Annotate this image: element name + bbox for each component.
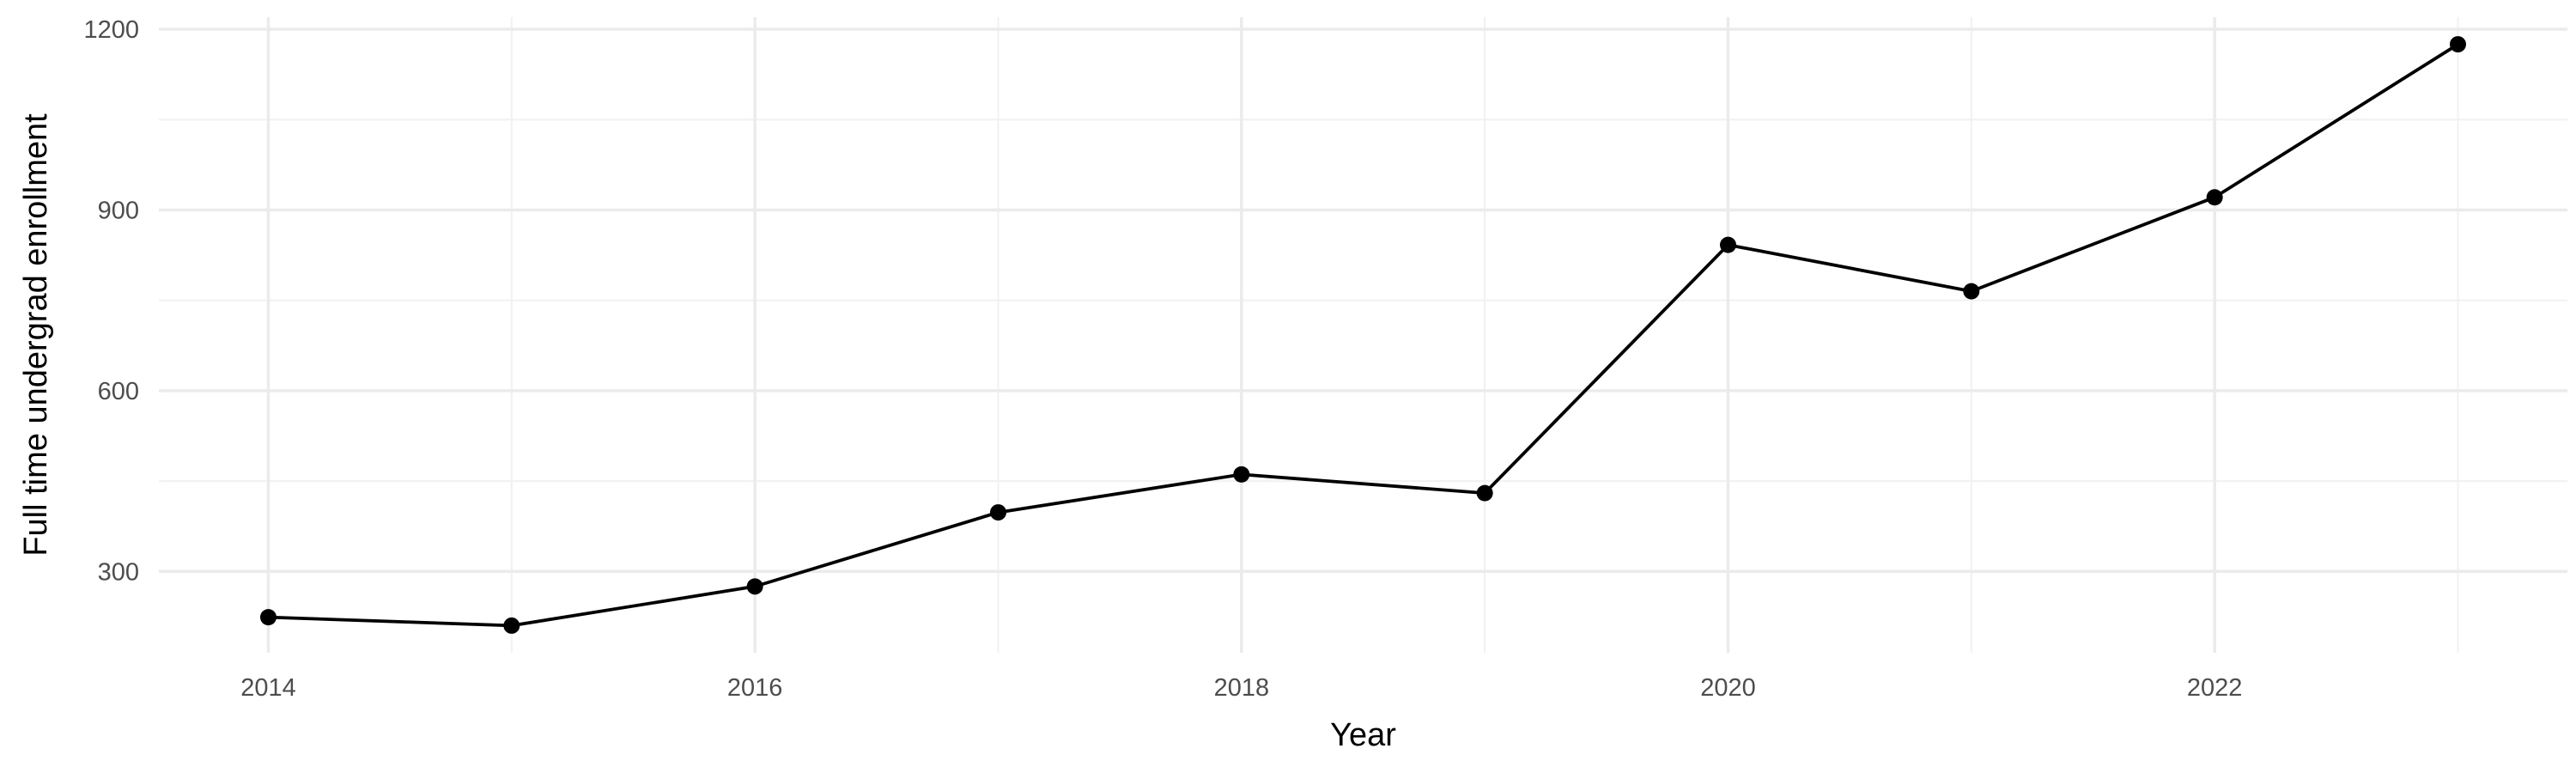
- y-tick-label: 1200: [83, 16, 139, 44]
- data-point-2019: [1476, 484, 1493, 502]
- tick-labels: 300 600 900 1200 2014 2016 2018 2020 2022: [83, 16, 2242, 702]
- data-point-2014: [260, 609, 276, 626]
- data-point-2022: [2206, 189, 2223, 206]
- x-tick-label: 2016: [727, 674, 783, 702]
- grid-layer: [159, 17, 2567, 653]
- data-point-2016: [746, 578, 763, 595]
- x-axis-title: Year: [1330, 717, 1396, 753]
- series-layer: [268, 42, 2459, 628]
- data-point-2015: [503, 617, 520, 634]
- data-point-2018: [1233, 466, 1250, 483]
- data-point-2020: [1720, 236, 1736, 253]
- points-layer: [260, 36, 2466, 634]
- x-tick-label: 2018: [1214, 674, 1270, 702]
- data-point-2017: [990, 504, 1006, 521]
- x-tick-label: 2020: [1700, 674, 1756, 702]
- x-tick-label: 2022: [2187, 674, 2243, 702]
- y-axis-title: Full time undergrad enrollment: [18, 113, 54, 557]
- y-tick-label: 900: [98, 197, 139, 224]
- y-tick-label: 600: [98, 378, 139, 405]
- data-point-2023: [2450, 36, 2466, 53]
- x-tick-label: 2014: [240, 674, 296, 702]
- series-line: [268, 42, 2459, 628]
- data-point-2021: [1963, 283, 1980, 300]
- y-tick-label: 300: [98, 558, 139, 586]
